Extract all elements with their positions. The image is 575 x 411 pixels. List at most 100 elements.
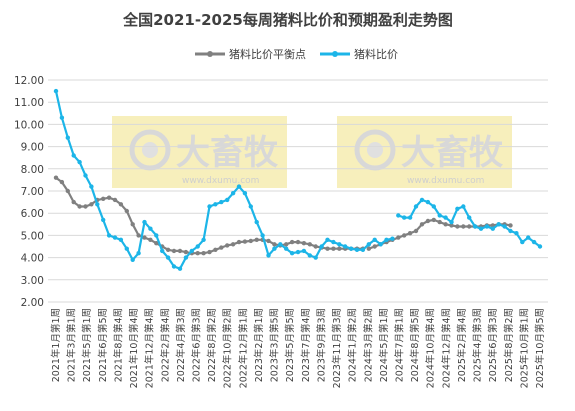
x-tick-label: 2021年10月第4周 [128,308,140,388]
data-point [106,233,112,238]
data-point [165,255,171,260]
x-tick-label: 2024年10月第4周 [425,308,437,388]
data-point [425,199,431,205]
data-point [248,238,253,244]
grid [48,79,548,303]
x-tick-label: 2023年9月第3周 [315,308,327,382]
data-point [112,197,118,203]
data-point [455,206,460,211]
data-point [183,249,189,255]
x-tick-label: 2023年11月第3周 [331,308,343,388]
data-point [225,243,230,248]
data-point [325,246,330,251]
x-tick-label: 2022年6月第3周 [191,308,203,382]
x-tick-label: 2021年6月第5周 [97,308,109,382]
data-point [396,213,401,218]
x-tick-label: 2021年8月第4周 [113,308,125,382]
data-point [419,222,425,227]
data-point [53,175,59,180]
data-point [531,239,537,245]
x-tick-label: 2023年2月第1周 [253,308,265,382]
data-point [425,218,431,224]
x-tick-label: 2024年8月第5周 [409,308,421,382]
data-point [77,204,82,209]
watermark-text: 大畜牧 [176,133,279,173]
data-point [431,204,436,209]
series-ratio [53,88,543,271]
legend-ratio-marker [332,51,338,57]
x-tick-label: 2022年10月第2周 [222,308,234,388]
x-tick-label: 2021年12月第4周 [144,308,156,388]
x-tick-label: 2024年7月第1周 [394,308,406,382]
data-point [53,88,59,94]
y-tick-label: 9.00 [21,142,44,154]
x-tick-label: 2021年5月第1周 [81,308,93,382]
data-point [295,239,301,245]
data-point [165,247,171,252]
data-point [201,251,206,256]
data-point [472,224,478,229]
data-point [160,248,165,254]
data-point [242,239,248,244]
data-point [219,199,224,205]
data-point [230,242,236,247]
data-point [313,244,318,249]
legend-balance-label: 猪料比价平衡点 [229,47,306,61]
data-point [112,235,118,240]
data-point [189,248,194,254]
data-point [402,233,407,238]
data-point [101,217,106,223]
data-point [65,188,71,194]
data-point [378,242,383,247]
watermark-logo-dot [367,142,383,158]
data-point [213,202,218,207]
x-tick-label: 2023年3月第5周 [269,308,281,382]
data-point [390,236,395,241]
x-tick-label: 2025年10月第1周 [518,308,530,388]
watermark-url: www.dxumu.com [407,176,484,186]
data-point [207,204,212,209]
y-tick-label: 11.00 [14,97,44,109]
x-tick-label: 2021年3月第1周 [66,308,78,382]
x-tick-label: 2025年4月第3周 [472,308,484,382]
data-point [130,222,135,227]
chart-title: 全国2021-2025每周猪料比价和预期盈利走势图 [122,11,453,29]
data-point [171,264,177,269]
y-axis: 2.00 3.00 4.00 5.00 6.00 7.00 8.00 9.00 10.00 11.… [14,75,44,309]
data-point [467,224,472,229]
x-axis: 2021年1月第1周 2021年3月第1周 2021年5月第1周 2021年6月第5周… [50,308,546,388]
legend-item-ratio[interactable]: 猪料比价 [320,47,398,61]
data-point [213,247,218,252]
data-point [407,215,413,220]
watermark-bg [112,116,287,188]
data-point [118,202,124,207]
data-point [407,231,413,236]
data-point [59,115,65,120]
data-point [313,255,318,260]
series-line [54,90,393,270]
data-point [260,233,265,238]
y-tick-label: 8.00 [21,164,44,176]
data-point [284,242,289,247]
x-tick-label: 2021年1月第1周 [50,308,62,382]
data-point [319,244,324,249]
data-point [71,153,76,158]
watermark-logo-icon [354,129,396,171]
data-point [455,224,460,229]
data-point [106,195,112,200]
data-point [101,196,106,201]
y-tick-label: 4.00 [21,253,44,265]
data-point [136,251,141,256]
data-point [520,239,525,245]
y-tick-label: 2.00 [21,297,44,309]
data-point [496,222,501,227]
data-point [384,237,389,242]
x-tick-label: 2024年5月第1周 [378,308,390,382]
data-point [484,224,490,229]
legend-item-balance[interactable]: 猪料比价平衡点 [195,47,306,61]
data-point [449,223,454,228]
data-point [289,239,295,245]
data-point [295,249,301,255]
data-point [266,253,271,258]
